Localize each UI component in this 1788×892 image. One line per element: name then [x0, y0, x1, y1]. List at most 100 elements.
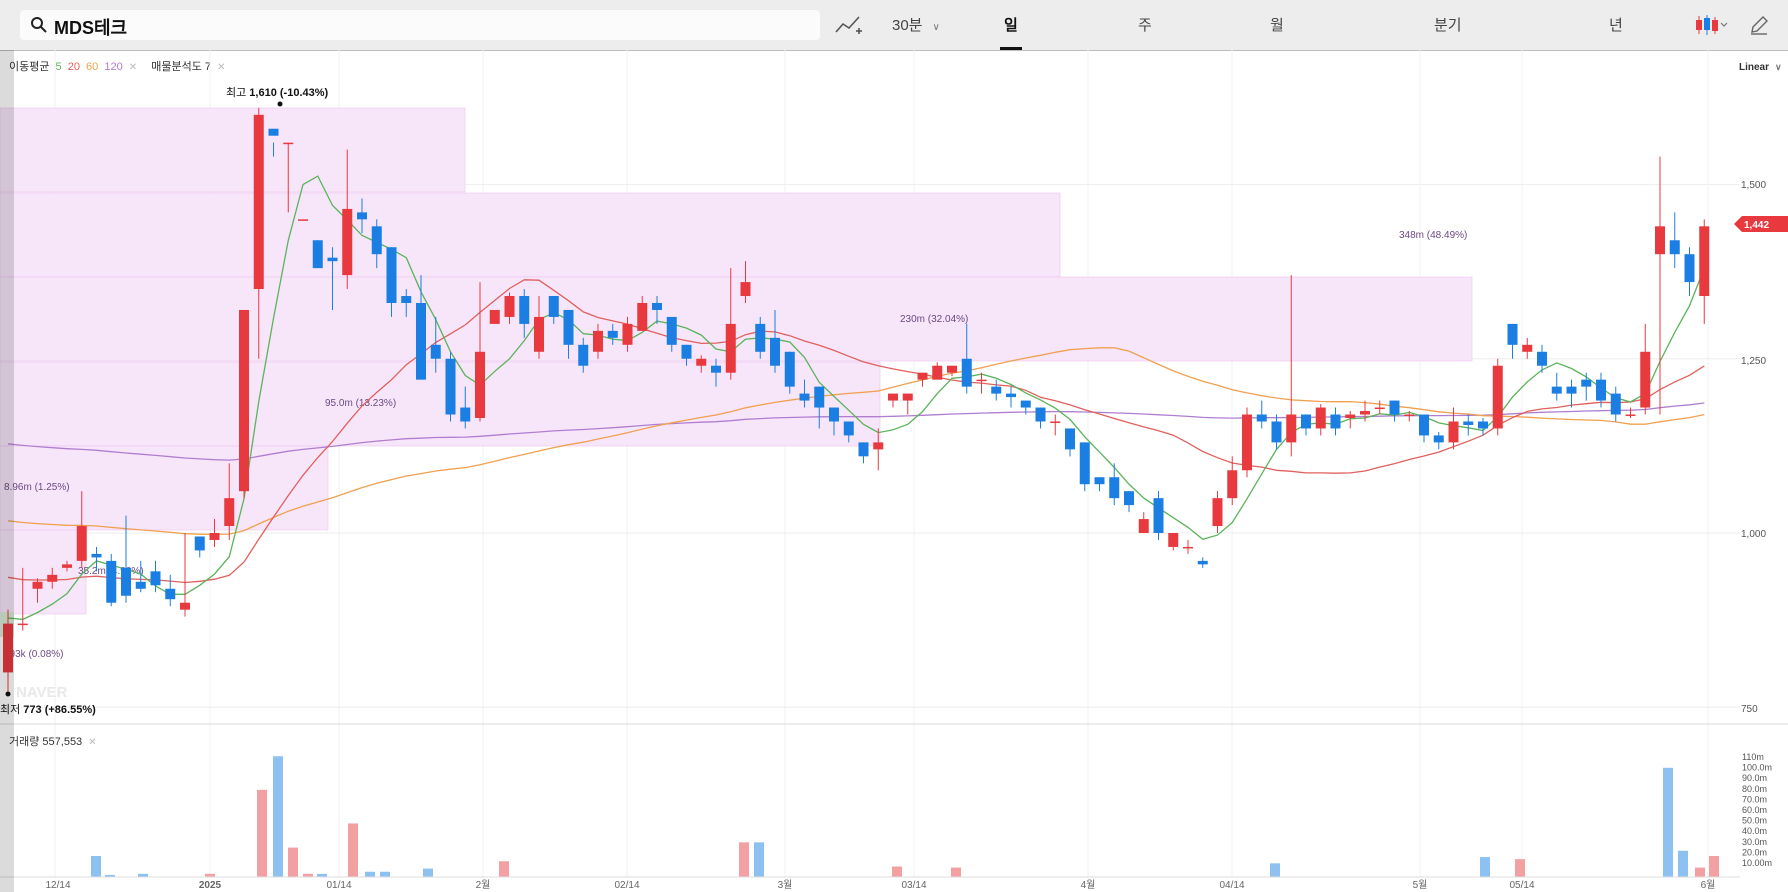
x-axis-tick: 01/14 [326, 880, 351, 891]
add-drawing-icon[interactable] [834, 12, 864, 38]
volume-bar [365, 871, 375, 877]
candle-body [268, 128, 279, 136]
pencil-icon[interactable] [1748, 14, 1770, 36]
candle-body [607, 330, 618, 338]
candle-body [327, 257, 338, 262]
x-axis-tick: 05/14 [1509, 880, 1534, 891]
candle-body [239, 309, 249, 492]
volume-profile-label[interactable]: 매물분석도 7 [151, 61, 212, 73]
volume-axis-tick: 40.0m [1742, 826, 1767, 836]
top-toolbar: MDS테크 30분 ∨ 일 주 월 분기 년 [0, 0, 1788, 51]
candle-body [91, 553, 102, 558]
close-icon[interactable]: ✕ [88, 737, 97, 748]
candle-body [1551, 386, 1562, 394]
interval-week[interactable]: 주 [1138, 17, 1152, 34]
candle-body [1345, 414, 1356, 418]
volume-profile-label: 348m (48.49%) [1399, 230, 1467, 241]
volume-bar [739, 842, 749, 877]
volume-profile-bar [0, 529, 87, 615]
candle-body [135, 581, 146, 589]
candle-body [829, 407, 839, 422]
volume-axis-tick: 60.0m [1742, 805, 1767, 815]
candle-body [1109, 477, 1120, 499]
candle-body [1433, 435, 1444, 443]
candle-body [62, 564, 72, 568]
candle-body [976, 379, 987, 382]
volume-bar [754, 842, 764, 877]
indicator-legend: 이동평균 5 20 60 120 ✕ 매물분석도 7 ✕ [9, 58, 228, 74]
x-axis-tick: 4월 [1081, 879, 1096, 891]
interval-quarter[interactable]: 분기 [1434, 17, 1462, 34]
x-axis-tick: 02/14 [614, 880, 639, 891]
candle-body [1610, 393, 1621, 415]
symbol-name[interactable]: MDS테크 [54, 18, 128, 38]
search-icon[interactable] [30, 16, 48, 34]
volume-bar [380, 871, 390, 877]
candle-body [637, 302, 648, 331]
candle-body [622, 323, 633, 345]
volume-bar [892, 866, 902, 877]
candle-body [652, 302, 662, 310]
volume-profile-bar [0, 107, 466, 193]
x-axis-tick: 3월 [778, 879, 793, 891]
ma-label[interactable]: 이동평균 [9, 61, 50, 73]
close-icon[interactable]: ✕ [217, 62, 226, 73]
volume-profile-label: 95.0m (13.23%) [325, 398, 396, 409]
volume-bar [288, 847, 298, 877]
volume-axis-tick: 100.0m [1742, 763, 1772, 773]
close-icon[interactable]: ✕ [128, 62, 138, 73]
volume-profile-bar [0, 361, 881, 447]
ma5-label: 5 [55, 61, 62, 73]
price-chart[interactable]: 8.96m (1.25%)35.2m (4.90%)95.0m (13.23%)… [0, 50, 1788, 892]
x-axis-tick: 03/14 [901, 880, 926, 891]
volume-bar [205, 873, 215, 877]
candle-body [799, 393, 810, 401]
interval-label: 30분 [892, 17, 923, 34]
candle-body [755, 323, 766, 352]
candle-body [312, 240, 323, 269]
candle-body [1094, 477, 1105, 485]
candle-body [563, 309, 574, 345]
scale-mode-selector[interactable]: Linear ∨ [1739, 62, 1782, 73]
high-marker [277, 101, 283, 107]
interval-day[interactable]: 일 [1004, 17, 1018, 34]
candle-body [121, 567, 131, 596]
ma20-line [7, 279, 1705, 584]
volume-profile-bar [0, 445, 329, 531]
candle-body [1242, 414, 1252, 471]
volume-axis-tick: 110m [1742, 752, 1764, 762]
chevron-down-icon[interactable]: ∨ [932, 22, 940, 33]
candlestick-type-icon[interactable] [1694, 14, 1728, 36]
candle-body [1463, 421, 1474, 425]
candle-body [357, 212, 367, 220]
candle-body [298, 219, 308, 221]
high-annotation: 최고 1,610 (-10.43%) [226, 86, 329, 99]
watermark: NAVER [16, 684, 68, 701]
candle-body [1699, 226, 1710, 297]
candle-body [1640, 351, 1651, 408]
interval-month[interactable]: 월 [1270, 17, 1284, 34]
candle-body [460, 407, 471, 422]
interval-30min[interactable]: 30분 ∨ [892, 14, 940, 35]
interval-year[interactable]: 년 [1609, 17, 1623, 34]
volume-bar [423, 868, 433, 877]
candle-body [917, 372, 928, 380]
candle-body [991, 386, 1002, 394]
y-axis-tick: 750 [1741, 704, 1758, 715]
volume-bar [1480, 857, 1490, 877]
candle-body [873, 442, 884, 450]
candle-body [534, 316, 544, 352]
candle-body [1684, 254, 1695, 283]
candle-body [666, 316, 677, 345]
candle-body [1212, 498, 1223, 527]
candle-body [224, 498, 235, 527]
candle-body [165, 588, 176, 600]
volume-axis-tick: 30.0m [1742, 837, 1767, 847]
symbol-search-box[interactable]: MDS테크 [20, 10, 820, 40]
candle-body [593, 330, 603, 352]
candle-body [17, 623, 28, 626]
volume-bar [257, 789, 267, 877]
volume-label[interactable]: 거래량 557,553 [9, 736, 83, 748]
candle-body [1360, 411, 1370, 415]
candle-body [47, 574, 58, 582]
